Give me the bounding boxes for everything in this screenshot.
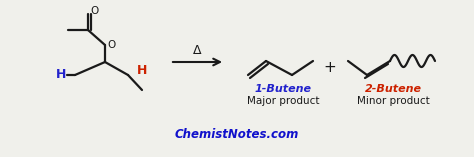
Text: H: H — [56, 68, 66, 81]
Text: +: + — [324, 60, 337, 75]
Text: H: H — [137, 65, 147, 78]
Text: Major product: Major product — [247, 96, 319, 106]
Text: 1-Butene: 1-Butene — [255, 84, 311, 94]
Text: O: O — [91, 6, 99, 16]
Text: Minor product: Minor product — [356, 96, 429, 106]
Text: Δ: Δ — [193, 43, 202, 57]
Text: O: O — [108, 40, 116, 50]
Text: ChemistNotes.com: ChemistNotes.com — [175, 128, 299, 141]
Text: 2-Butene: 2-Butene — [365, 84, 421, 94]
